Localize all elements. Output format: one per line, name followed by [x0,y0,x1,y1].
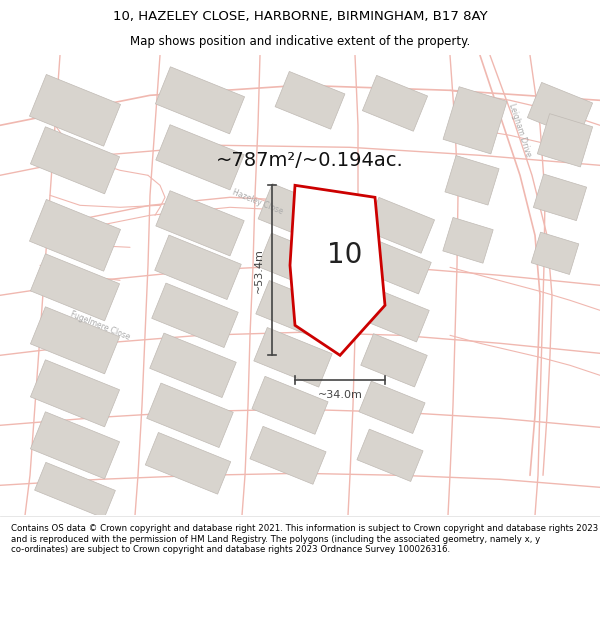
Polygon shape [152,283,238,348]
Text: 10, HAZELEY CLOSE, HARBORNE, BIRMINGHAM, B17 8AY: 10, HAZELEY CLOSE, HARBORNE, BIRMINGHAM,… [113,10,487,23]
Polygon shape [156,191,244,256]
Polygon shape [29,74,121,146]
Polygon shape [357,429,423,481]
Text: Fugelmere Close: Fugelmere Close [69,309,131,341]
Polygon shape [258,184,342,247]
Polygon shape [252,376,328,434]
Polygon shape [445,156,499,205]
Polygon shape [361,334,427,387]
Polygon shape [155,235,241,299]
Polygon shape [258,233,338,294]
Polygon shape [363,289,429,342]
Text: Leigham Drive: Leigham Drive [507,102,533,158]
Polygon shape [155,67,245,134]
Polygon shape [254,328,332,387]
Polygon shape [275,71,345,129]
Polygon shape [31,127,119,194]
Polygon shape [256,281,334,340]
Polygon shape [359,381,425,434]
Polygon shape [145,432,231,494]
Polygon shape [150,333,236,398]
Text: ~53.4m: ~53.4m [254,248,264,292]
Text: 10: 10 [328,241,362,269]
Polygon shape [156,125,244,190]
Text: Hazeley Close: Hazeley Close [232,188,284,216]
Polygon shape [31,360,119,427]
Polygon shape [443,217,493,263]
Polygon shape [365,198,434,253]
Polygon shape [365,241,431,294]
Text: ~787m²/~0.194ac.: ~787m²/~0.194ac. [216,151,404,170]
Polygon shape [31,254,119,321]
Polygon shape [531,232,579,274]
Polygon shape [35,462,115,518]
Polygon shape [290,185,385,355]
Polygon shape [31,412,119,479]
Polygon shape [147,383,233,448]
Text: ~34.0m: ~34.0m [317,390,362,400]
Polygon shape [443,87,507,154]
Polygon shape [527,82,593,138]
Polygon shape [29,199,121,271]
Text: Contains OS data © Crown copyright and database right 2021. This information is : Contains OS data © Crown copyright and d… [11,524,598,554]
Polygon shape [538,114,593,167]
Polygon shape [533,174,587,221]
Polygon shape [250,426,326,484]
Polygon shape [31,307,119,374]
Text: Map shows position and indicative extent of the property.: Map shows position and indicative extent… [130,35,470,48]
Polygon shape [362,76,428,131]
